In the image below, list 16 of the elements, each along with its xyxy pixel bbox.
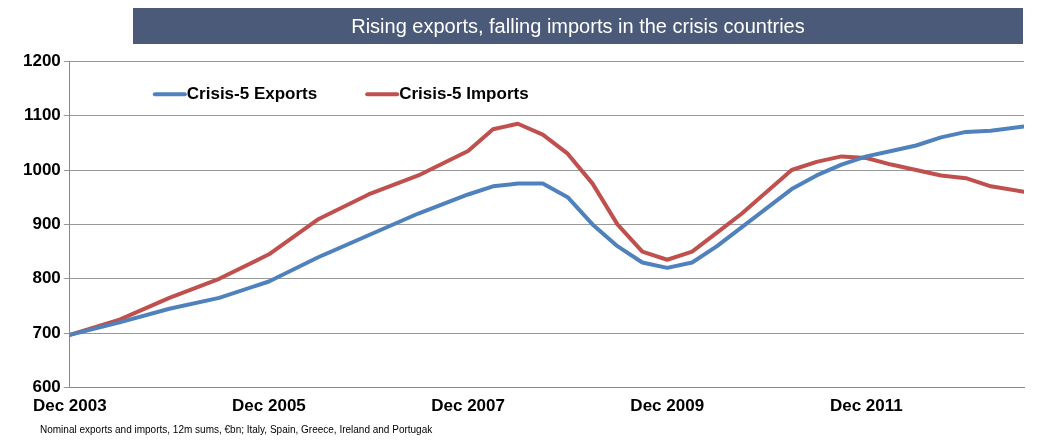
x-tick-label: Dec 2005 xyxy=(232,396,306,416)
legend-label: Crisis-5 Imports xyxy=(399,83,529,103)
y-tick-label: 600 xyxy=(32,377,61,397)
y-tick-label: 800 xyxy=(32,268,61,288)
text: Nominal exports and imports, 12m sums, €bn; Italy, Spain, Greece, Ireland and Portugak xyxy=(40,424,433,435)
y-tick-label: 900 xyxy=(32,214,61,234)
x-tick-label: Dec 2007 xyxy=(431,396,505,416)
chart-title: Rising exports, falling imports in the crisis countries xyxy=(133,8,1023,44)
x-tick-label: Dec 2011 xyxy=(829,396,903,416)
y-tick-label: 700 xyxy=(32,322,61,342)
x-tick-label: Dec 2009 xyxy=(630,396,705,416)
y-tick-label: 1100 xyxy=(23,105,61,125)
y-tick-label: 1000 xyxy=(22,159,61,179)
legend-label: Crisis-5 Exports xyxy=(186,83,318,103)
x-tick-label: Dec 2003 xyxy=(32,396,107,416)
y-tick-label: 1200 xyxy=(22,50,61,70)
